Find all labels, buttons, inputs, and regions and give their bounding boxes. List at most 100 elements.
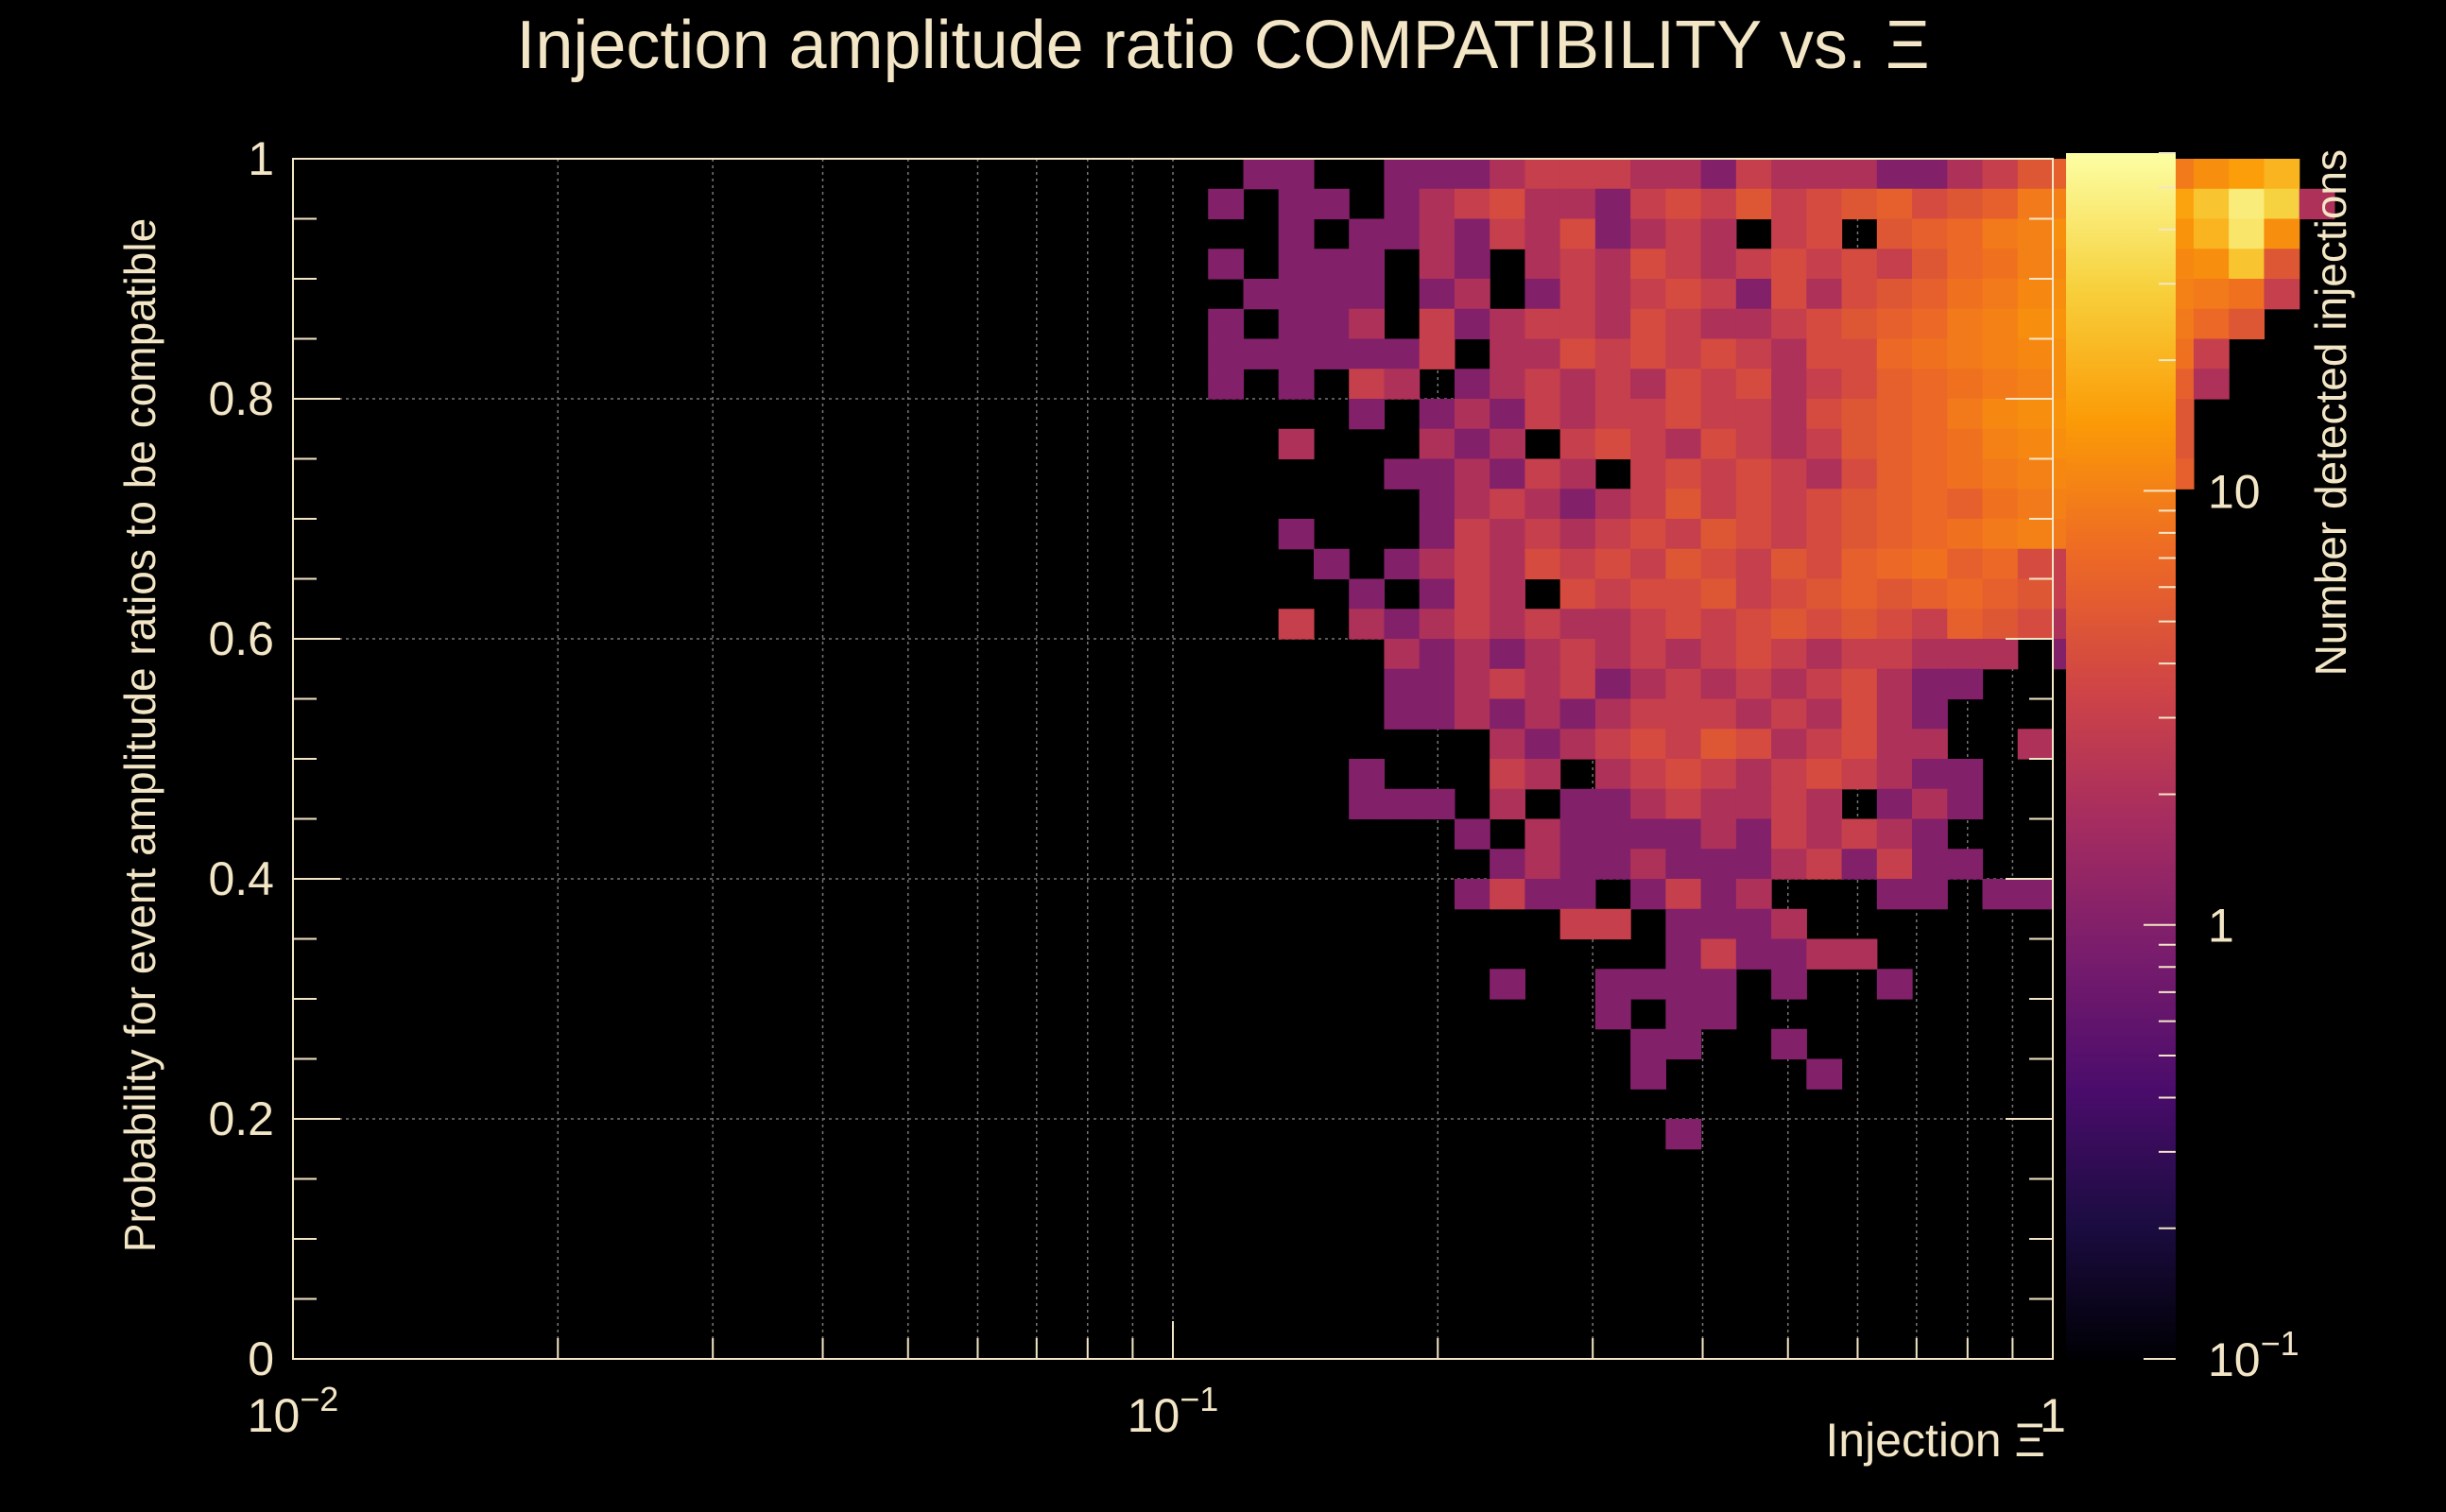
heatmap-cell [1665,759,1702,790]
colorbar-label: Number detected injections [2306,149,2355,676]
heatmap-cell [1700,159,1737,190]
heatmap-cell [1841,698,1878,730]
heatmap-cell [1454,249,1490,280]
heatmap-cell [1876,879,1913,910]
heatmap-cell [1559,159,1596,190]
heatmap-cell [1806,338,1843,369]
heatmap-cell [1419,249,1456,280]
heatmap-cell [1665,908,1702,940]
heatmap-cell [1630,489,1666,520]
heatmap-cell [1735,849,1772,880]
heatmap-cell [1947,759,1984,790]
heatmap-cell [2193,279,2230,310]
heatmap-cell [1524,218,1561,249]
heatmap-cell [1313,338,1350,369]
y-tick-labels: 0 0.2 0.4 0.6 0.8 1 [208,132,274,1385]
heatmap-cell [1665,849,1702,880]
heatmap-cell [1419,458,1456,490]
chart-title: Injection amplitude ratio COMPATIBILITY … [516,8,1929,83]
heatmap-cell [1806,489,1843,520]
heatmap-cell [1947,279,1984,310]
heatmap-cell [1384,788,1421,820]
heatmap-cell [2229,159,2265,190]
heatmap-cell [1419,609,1456,640]
heatmap-cell [1982,458,2019,490]
heatmap-cell [1419,578,1456,610]
heatmap-cell [1806,308,1843,340]
heatmap-cell [1243,279,1280,310]
heatmap-cell [1665,428,1702,460]
heatmap-cell [1665,609,1702,640]
heatmap-cell [1841,279,1878,310]
heatmap-cell [1806,729,1843,760]
heatmap-cell [1806,548,1843,580]
heatmap-cell [1982,338,2019,369]
heatmap-cell [1559,218,1596,249]
heatmap-cell [1982,369,2019,400]
heatmap-cell [1700,279,1737,310]
heatmap-cell [1594,399,1631,430]
heatmap-cell [1208,338,1245,369]
heatmap-cell [2017,279,2054,310]
heatmap-cell [1243,338,1280,369]
heatmap-cell [1912,519,1948,550]
heatmap-cell [1454,639,1490,670]
heatmap-cell [1735,668,1772,700]
heatmap-cell [1735,759,1772,790]
heatmap-cell [1524,279,1561,310]
heatmap-cell [1912,188,1948,220]
heatmap-cell [1771,188,1807,220]
heatmap-cell [1665,788,1702,820]
heatmap-cell [1630,759,1666,790]
heatmap-cell [1490,668,1525,700]
heatmap-cell [1454,609,1490,640]
heatmap-cell [1278,338,1315,369]
heatmap-cell [1313,249,1350,280]
heatmap-cell [1841,458,1878,490]
heatmap-cell [1630,1058,1666,1090]
heatmap-cell [1735,818,1772,850]
heatmap-cell [1454,489,1490,520]
heatmap-cell [1947,338,1984,369]
heatmap-cell [1630,639,1666,670]
heatmap-cell [1982,578,2019,610]
heatmap-cell [1912,489,1948,520]
heatmap-cell [1419,639,1456,670]
heatmap-cell [1349,609,1386,640]
heatmap-cell [1278,279,1315,310]
heatmap-cell [1700,308,1737,340]
heatmap-cell [1982,519,2019,550]
heatmap-cell [1771,698,1807,730]
heatmap-cell [1524,879,1561,910]
heatmap-cell [1419,519,1456,550]
y-tick-label: 0.2 [208,1092,274,1145]
heatmap-cell [1278,218,1315,249]
heatmap-cell [1384,188,1421,220]
heatmap-cell [1524,369,1561,400]
heatmap-cell [1982,249,2019,280]
heatmap-cell [1806,788,1843,820]
heatmap-cell [1665,969,1702,1000]
heatmap-cell [1454,698,1490,730]
heatmap-cell [1490,399,1525,430]
colorbar-ticks [2144,152,2176,1360]
heatmap-cell [1947,519,1984,550]
heatmap-cell [1912,668,1948,700]
heatmap-cell [1665,879,1702,910]
heatmap-cell [1982,548,2019,580]
heatmap-cell [1735,428,1772,460]
heatmap-cell [1384,338,1421,369]
heatmap-cell [1490,548,1525,580]
heatmap-cell [1735,399,1772,430]
heatmap-cell [1384,548,1421,580]
heatmap-cell [1735,519,1772,550]
heatmap-cell [1700,519,1737,550]
heatmap-cell [1594,999,1631,1030]
heatmap-cell [1454,668,1490,700]
heatmap-cell [1454,218,1490,249]
heatmap-cell [1841,428,1878,460]
heatmap-cell [1771,578,1807,610]
heatmap-cell [1665,578,1702,610]
heatmap-cell [1771,908,1807,940]
